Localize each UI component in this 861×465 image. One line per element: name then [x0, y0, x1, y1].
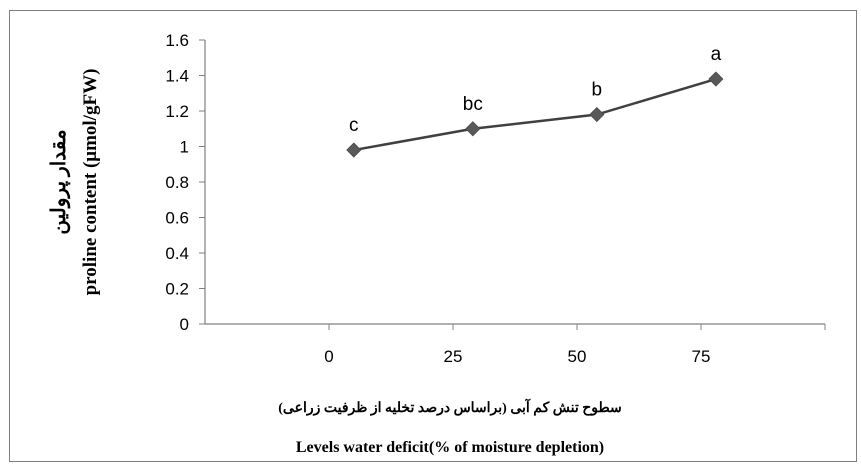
data-point-marker	[346, 142, 362, 158]
data-point-marker	[465, 121, 481, 137]
data-point-label: bc	[463, 94, 483, 115]
y-tick-label: 0.2	[165, 280, 189, 299]
y-tick-label: 1.2	[165, 102, 189, 121]
y-tick-label: 0.8	[165, 173, 189, 192]
axes	[204, 40, 825, 325]
data-point-label: c	[349, 115, 359, 136]
data-point-label: a	[711, 44, 722, 65]
y-tick-label: 1	[180, 138, 189, 157]
x-axis-title-english: Levels water deficit(% of moisture deple…	[296, 439, 604, 456]
y-tick-label: 0.4	[165, 244, 189, 263]
y-axis-title-persian: مقدار پرولین	[48, 129, 71, 234]
y-tick-label: 1.6	[165, 31, 189, 50]
x-ticks: 0 25 50 75	[324, 324, 826, 366]
x-tick-label: 0	[324, 347, 333, 366]
line-chart: 0 0.2 0.4 0.6 0.8 1 1.2 1.4 1.6 0 25 50 75 c bc b a مق…	[48, 31, 826, 456]
data-point-marker	[589, 106, 605, 123]
x-tick-label: 50	[568, 347, 587, 366]
y-ticks: 0 0.2 0.4 0.6 0.8 1 1.2 1.4 1.6	[165, 31, 205, 334]
series-line	[353, 77, 717, 152]
series-group: c bc b a	[346, 44, 724, 158]
y-tick-label: 0.6	[165, 209, 189, 228]
x-tick-label: 25	[444, 347, 463, 366]
data-point-marker	[708, 71, 724, 87]
x-tick-label: 75	[692, 347, 711, 366]
chart-frame: 0 0.2 0.4 0.6 0.8 1 1.2 1.4 1.6 0 25 50 75 c bc b a مق…	[9, 10, 857, 462]
data-point-label: b	[592, 80, 603, 101]
y-tick-label: 1.4	[165, 67, 189, 86]
y-tick-label: 0	[180, 315, 189, 334]
x-axis-title-persian: سطوح تنش کم آبی (براساس درصد تخلیه از ظر…	[278, 398, 621, 416]
y-axis-title-english: proline content (μmol/gFW)	[80, 69, 101, 296]
